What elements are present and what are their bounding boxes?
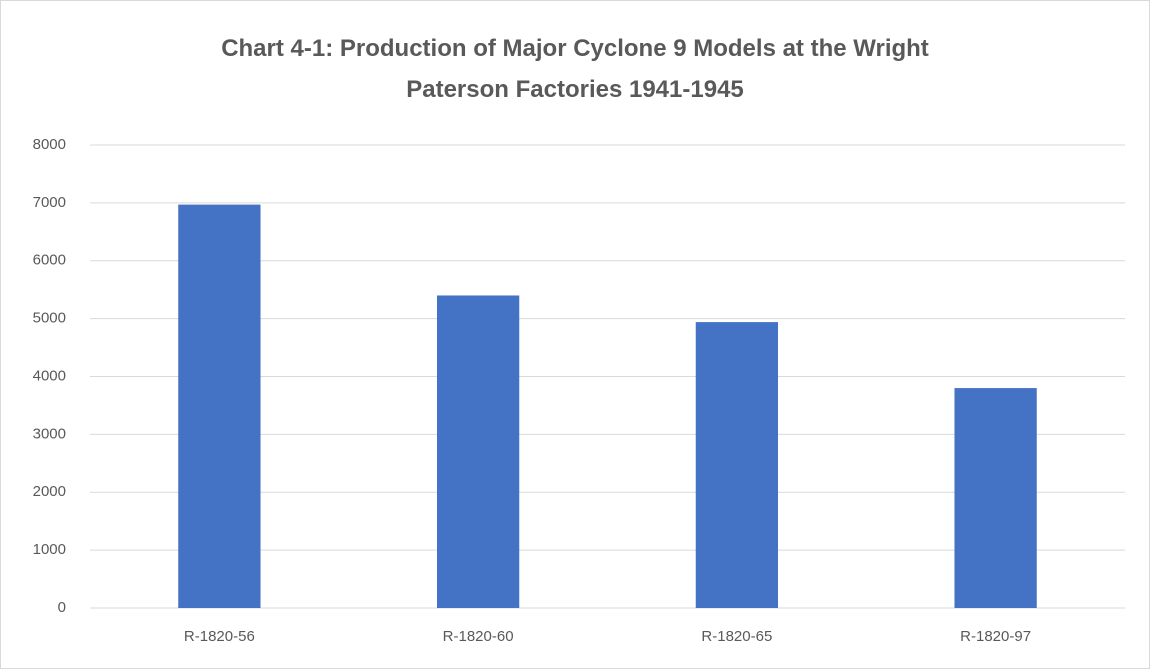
bar xyxy=(695,322,779,608)
chart-title: Chart 4-1: Production of Major Cyclone 9… xyxy=(221,35,929,103)
x-tick-label: R-1820-97 xyxy=(960,628,1031,645)
y-tick-label: 2000 xyxy=(33,483,66,500)
bar xyxy=(436,295,520,608)
y-tick-label: 8000 xyxy=(33,136,66,153)
bar xyxy=(954,388,1037,608)
x-tick-label: R-1820-65 xyxy=(701,628,772,645)
y-tick-label: 6000 xyxy=(33,252,66,269)
y-tick-label: 3000 xyxy=(33,425,66,442)
y-tick-label: 0 xyxy=(58,599,66,616)
x-tick-label: R-1820-56 xyxy=(184,628,255,645)
bar xyxy=(178,204,261,608)
x-tick-label: R-1820-60 xyxy=(443,628,514,645)
y-tick-label: 7000 xyxy=(33,194,66,211)
y-tick-label: 4000 xyxy=(33,367,66,384)
y-tick-label: 1000 xyxy=(33,541,66,558)
y-tick-label: 5000 xyxy=(33,310,66,327)
